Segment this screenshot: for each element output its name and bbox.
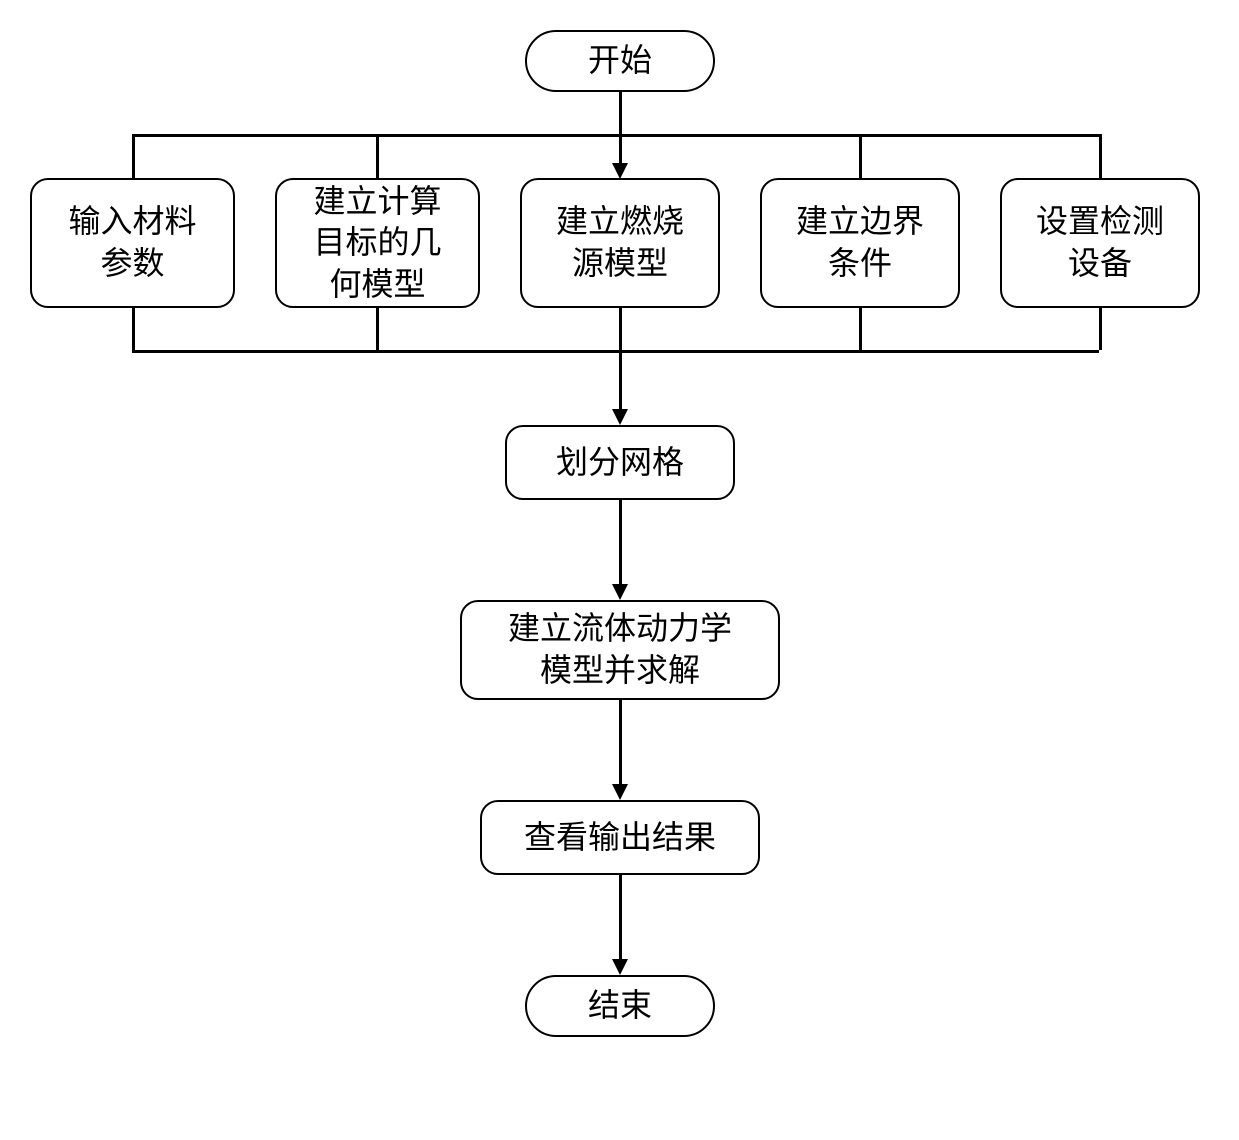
drop-1 — [132, 134, 135, 178]
drop-2 — [376, 134, 379, 178]
start-node: 开始 — [525, 30, 715, 92]
arrow-output-end — [612, 959, 628, 975]
build-boundary-label: 建立边界 条件 — [796, 201, 924, 284]
rise-4 — [859, 308, 862, 350]
build-geom-node: 建立计算 目标的几 何模型 — [275, 178, 480, 308]
set-detection-node: 设置检测 设备 — [1000, 178, 1200, 308]
flowchart-container: 开始 输入材料 参数 建立计算 目标的几 何模型 建立燃烧 源模型 建立边界 条… — [30, 30, 1210, 1110]
mesh-node: 划分网格 — [505, 425, 735, 500]
edge-start-fanout — [619, 92, 622, 134]
end-label: 结束 — [588, 985, 652, 1027]
drop-3 — [619, 134, 622, 165]
start-label: 开始 — [588, 40, 652, 82]
rise-5 — [1099, 308, 1102, 350]
build-geom-label: 建立计算 目标的几 何模型 — [313, 181, 441, 306]
arrow-fanin-mesh — [612, 409, 628, 425]
solve-node: 建立流体动力学 模型并求解 — [460, 600, 780, 700]
edge-solve-output — [619, 700, 622, 785]
edge-output-end — [619, 875, 622, 960]
arrow-mesh-solve — [612, 584, 628, 600]
arrow-drop-3 — [612, 163, 628, 179]
build-combustion-node: 建立燃烧 源模型 — [520, 178, 720, 308]
set-detection-label: 设置检测 设备 — [1036, 201, 1164, 284]
input-params-label: 输入材料 参数 — [68, 201, 196, 284]
edge-fanin-mesh — [619, 350, 622, 410]
end-node: 结束 — [525, 975, 715, 1037]
output-label: 查看输出结果 — [524, 817, 716, 859]
drop-4 — [859, 134, 862, 178]
edge-mesh-solve — [619, 500, 622, 585]
build-combustion-label: 建立燃烧 源模型 — [556, 201, 684, 284]
solve-label: 建立流体动力学 模型并求解 — [508, 608, 732, 691]
input-params-node: 输入材料 参数 — [30, 178, 235, 308]
rise-1 — [132, 308, 135, 350]
arrow-solve-output — [612, 784, 628, 800]
drop-5 — [1099, 134, 1102, 178]
build-boundary-node: 建立边界 条件 — [760, 178, 960, 308]
output-node: 查看输出结果 — [480, 800, 760, 875]
mesh-label: 划分网格 — [556, 442, 684, 484]
fanin-bar — [132, 350, 1099, 353]
fanout-bar — [132, 134, 1099, 137]
rise-2 — [376, 308, 379, 350]
rise-3 — [619, 308, 622, 350]
